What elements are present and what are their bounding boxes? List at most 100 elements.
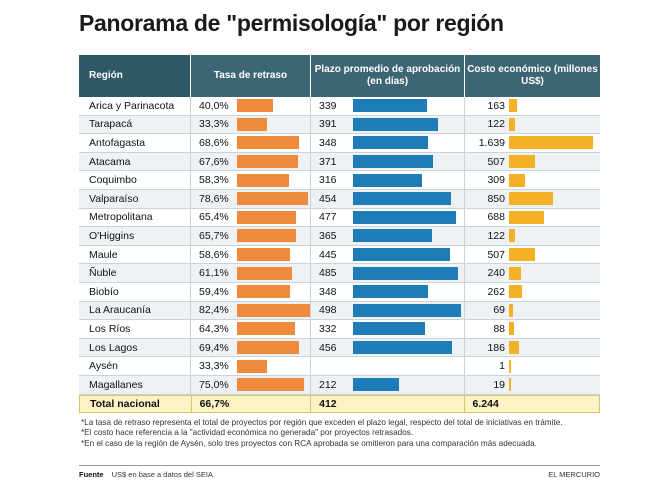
tasa-cell: 59,4% <box>190 282 310 301</box>
costo-value: 1.639 <box>478 136 505 149</box>
tasa-bar <box>237 359 267 373</box>
tasa-value: 40,0% <box>199 99 229 112</box>
table-row: Atacama 67,6% 371 507 <box>79 152 600 172</box>
table-row: Metropolitana 65,4% 477 688 <box>79 208 600 228</box>
tasa-bar <box>237 173 290 187</box>
header-region: Región <box>79 55 190 97</box>
tasa-cell: 78,6% <box>190 189 310 208</box>
costo-cell: 122 <box>464 115 600 134</box>
tasa-cell: 33,3% <box>190 357 310 375</box>
plazo-cell: 339 <box>310 97 464 115</box>
tasa-cell: 67,6% <box>190 152 310 171</box>
tasa-bar <box>237 322 295 336</box>
table-row: Ñuble 61,1% 485 240 <box>79 264 600 283</box>
region-label: Magallanes <box>89 378 143 391</box>
plazo-value: 316 <box>319 174 337 187</box>
costo-bar <box>509 359 511 373</box>
region-label: Maule <box>89 248 118 261</box>
plazo-cell <box>310 357 464 375</box>
costo-value: 850 <box>487 192 505 205</box>
tasa-bar <box>237 117 267 131</box>
tasa-value: 58,6% <box>199 248 229 261</box>
source: Fuente US$ en base a datos del SEIA <box>79 470 213 479</box>
plazo-cell: 348 <box>310 134 464 152</box>
footnotes: *La tasa de retraso representa el total … <box>81 418 601 449</box>
table-row: Maule 58,6% 445 507 <box>79 245 600 265</box>
plazo-cell: 454 <box>310 189 464 208</box>
plazo-bar <box>353 341 452 355</box>
plazo-cell: 391 <box>310 115 464 134</box>
plazo-value: 454 <box>319 192 337 205</box>
tasa-cell: 65,7% <box>190 227 310 245</box>
plazo-value: 498 <box>319 304 337 317</box>
region-label: Antofagasta <box>89 136 146 149</box>
total-label: Total nacional <box>90 397 160 410</box>
tasa-bar <box>237 229 296 243</box>
brand-logo: EL MERCURIO <box>548 470 600 479</box>
costo-cell: 507 <box>464 245 600 264</box>
region-label: Tarapacá <box>89 118 133 131</box>
region-label: Coquimbo <box>89 174 137 187</box>
plazo-bar <box>353 229 433 243</box>
header-costo: Costo económico (millones US$) <box>464 55 600 97</box>
plazo-cell: 212 <box>310 375 464 394</box>
plazo-value: 365 <box>319 229 337 242</box>
table-row: La Araucanía 82,4% 498 69 <box>79 301 600 321</box>
plazo-bar <box>353 192 452 206</box>
plazo-value: 332 <box>319 322 337 335</box>
tasa-value: 67,6% <box>199 155 229 168</box>
plazo-bar <box>353 322 425 336</box>
costo-bar <box>509 173 525 187</box>
tasa-value: 33,3% <box>199 118 229 131</box>
tasa-bar <box>237 99 273 113</box>
costo-cell: 1.639 <box>464 134 600 152</box>
costo-value: 507 <box>487 155 505 168</box>
tasa-cell: 64,3% <box>190 320 310 338</box>
costo-value: 88 <box>493 322 505 335</box>
table-row: Aysén 33,3% 1 <box>79 357 600 376</box>
plazo-cell: 348 <box>310 282 464 301</box>
tasa-cell: 69,4% <box>190 338 310 357</box>
tasa-value: 75,0% <box>199 378 229 391</box>
plazo-value: 212 <box>319 378 337 391</box>
plazo-cell: 498 <box>310 301 464 320</box>
costo-bar <box>509 266 522 280</box>
tasa-cell: 40,0% <box>190 97 310 115</box>
costo-value: 262 <box>487 285 505 298</box>
plazo-bar <box>353 248 450 262</box>
region-label: Ñuble <box>89 267 117 280</box>
tasa-bar <box>237 210 296 224</box>
data-table: Región Tasa de retraso Plazo promedio de… <box>79 55 600 413</box>
chart-title: Panorama de "permisología" por región <box>79 10 504 36</box>
region-label: Los Lagos <box>89 341 138 354</box>
region-label: O'Higgins <box>89 229 135 242</box>
table-row: Arica y Parinacota 40,0% 339 163 <box>79 97 600 116</box>
costo-cell: 240 <box>464 264 600 282</box>
costo-cell: 122 <box>464 227 600 245</box>
tasa-bar <box>237 378 305 392</box>
plazo-value: 371 <box>319 155 337 168</box>
plazo-bar <box>353 378 399 392</box>
table-header: Región Tasa de retraso Plazo promedio de… <box>79 55 600 97</box>
tasa-bar <box>236 303 310 317</box>
costo-value: 186 <box>487 341 505 354</box>
plazo-cell: 332 <box>310 320 464 338</box>
plazo-cell: 365 <box>310 227 464 245</box>
region-label: Los Ríos <box>89 322 131 335</box>
costo-bar <box>509 378 511 392</box>
tasa-value: 82,4% <box>199 304 229 317</box>
costo-cell: 309 <box>464 171 600 189</box>
costo-bar <box>509 285 523 299</box>
costo-bar <box>509 229 516 243</box>
costo-bar <box>509 99 518 113</box>
tasa-value: 59,4% <box>199 285 229 298</box>
infographic: Panorama de "permisología" por región Re… <box>73 10 603 480</box>
plazo-bar <box>353 117 438 131</box>
source-label: Fuente <box>79 470 104 479</box>
costo-cell: 88 <box>464 320 600 338</box>
tasa-value: 78,6% <box>199 192 229 205</box>
tasa-bar <box>237 248 290 262</box>
tasa-bar <box>237 266 292 280</box>
plazo-bar <box>353 266 459 280</box>
plazo-value: 348 <box>319 285 337 298</box>
